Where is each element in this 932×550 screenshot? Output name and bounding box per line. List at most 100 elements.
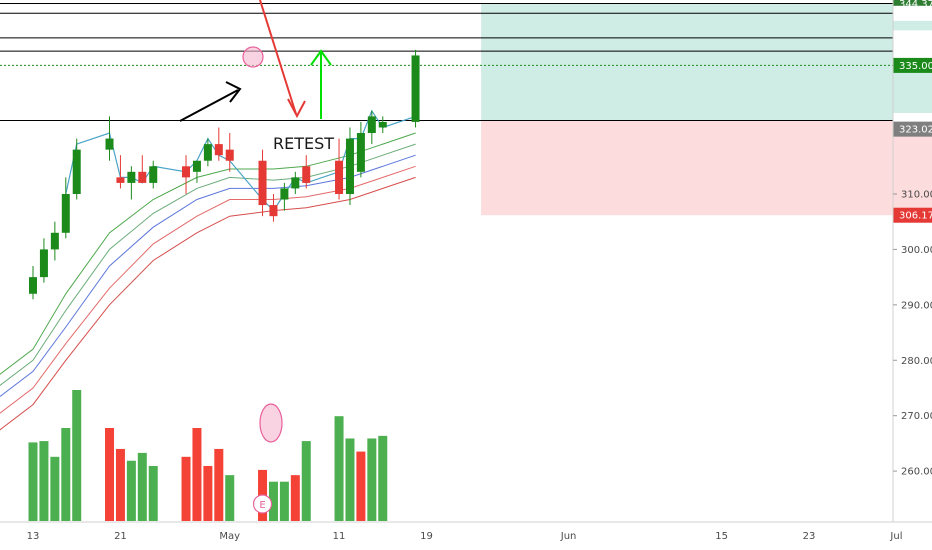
candle-body: [225, 149, 234, 161]
price-badge-label: 323.02: [899, 125, 932, 136]
price-badge-label: 343.93: [899, 9, 932, 20]
candle: [127, 166, 136, 200]
price-badge-label: 323.26: [899, 116, 932, 127]
volume-bar: [115, 448, 125, 521]
candle: [225, 133, 234, 172]
candle: [105, 116, 114, 161]
volume-bar: [356, 451, 366, 521]
candle-body: [214, 144, 223, 156]
volume-bar: [181, 456, 191, 521]
volume-bar: [378, 435, 388, 521]
candle-body: [105, 138, 114, 150]
candle-body: [378, 121, 387, 128]
volume-bar: [334, 416, 344, 521]
volume-bar: [345, 438, 355, 521]
candle-body: [345, 138, 354, 194]
retest-label: RETEST: [273, 134, 334, 153]
time-tick-label: 13: [27, 531, 40, 542]
volume-bar: [214, 448, 224, 521]
volume-bar: [225, 475, 235, 521]
volume-bar: [203, 465, 213, 521]
green-arrow-head-icon: [310, 49, 332, 66]
candle: [335, 138, 344, 200]
price-badge-label: 344.37: [899, 0, 932, 10]
candle: [29, 266, 37, 300]
candle: [149, 160, 158, 189]
red-arrow-head-icon: [287, 98, 306, 119]
time-tick-label: 15: [715, 531, 728, 542]
price-ticks-layer: 260.00 270.00 280.00 290.00 300.00 310.00: [893, 189, 932, 478]
time-tick-label: Jun: [560, 531, 577, 542]
candle-body: [280, 188, 289, 200]
earnings-marker: E: [252, 494, 273, 514]
candle-body: [61, 193, 70, 233]
price-badge: 335.78: [893, 43, 932, 59]
time-tick-label: Jul: [889, 531, 902, 542]
price-tick-label: 270.00: [901, 411, 932, 422]
time-tick-label: 19: [420, 531, 433, 542]
candle-body: [356, 133, 365, 172]
candles-layer: [29, 49, 420, 300]
candle: [291, 171, 300, 194]
highlight-circle-volume: [259, 403, 283, 443]
candle-body: [39, 249, 48, 278]
earnings-label: E: [259, 500, 265, 511]
highlight-circle-top: [242, 46, 264, 68]
volume-bar: [39, 441, 49, 521]
volume-bar: [290, 475, 300, 521]
candle: [214, 127, 223, 161]
black-trend-arrow-line: [179, 89, 239, 122]
price-tick-label: 290.00: [901, 300, 932, 311]
candle: [356, 121, 365, 178]
volume-bar: [268, 481, 278, 521]
candle-body: [138, 171, 147, 183]
volume-bar: [301, 441, 311, 521]
candle: [39, 238, 48, 283]
red-arrow-line: [259, 0, 297, 115]
volume-bar: [50, 456, 60, 521]
time-ticks-layer: 1321May1119Jun1523Jul1321Aug: [27, 531, 903, 542]
candle-body: [192, 160, 201, 172]
candle-body: [335, 160, 344, 194]
candle: [302, 155, 311, 189]
candle-body: [302, 166, 311, 183]
volume-bar: [148, 465, 158, 521]
volume-bar: [126, 460, 136, 521]
candle: [192, 160, 201, 183]
price-tick-label: 300.00: [901, 245, 932, 256]
price-badge-label: 335.78: [899, 47, 932, 58]
price-tick-label: 310.00: [901, 189, 932, 200]
candle-body: [291, 177, 300, 189]
price-badge: 323.02: [893, 121, 932, 137]
price-badge: 306.17: [893, 207, 932, 223]
price-badge-bg: [893, 207, 932, 223]
candle: [138, 155, 147, 183]
price-badge: 335.00: [893, 57, 932, 73]
candle: [72, 138, 81, 200]
volume-layer: [28, 390, 388, 521]
volume-bar: [61, 427, 71, 521]
candle-body: [203, 144, 212, 161]
volume-bar: [192, 427, 202, 521]
candle: [258, 149, 267, 217]
candle: [280, 182, 289, 211]
volume-bar: [279, 481, 289, 521]
candle: [50, 221, 59, 261]
price-badge-bg: [893, 121, 932, 137]
price-badge-bg: [893, 5, 932, 21]
time-tick-label: 21: [114, 531, 127, 542]
candle-body: [411, 55, 420, 122]
candle-body: [50, 232, 59, 250]
black-arrow-head-icon: [225, 81, 242, 103]
candle-body: [269, 205, 278, 217]
candle-body: [29, 277, 37, 294]
price-badge-label: 338.17: [899, 33, 932, 44]
price-tick-label: 260.00: [901, 467, 932, 478]
candle: [367, 110, 376, 145]
candle-body: [182, 166, 191, 178]
price-badge-bg: [893, 57, 932, 73]
candle-body: [127, 171, 136, 183]
candle: [116, 155, 125, 189]
